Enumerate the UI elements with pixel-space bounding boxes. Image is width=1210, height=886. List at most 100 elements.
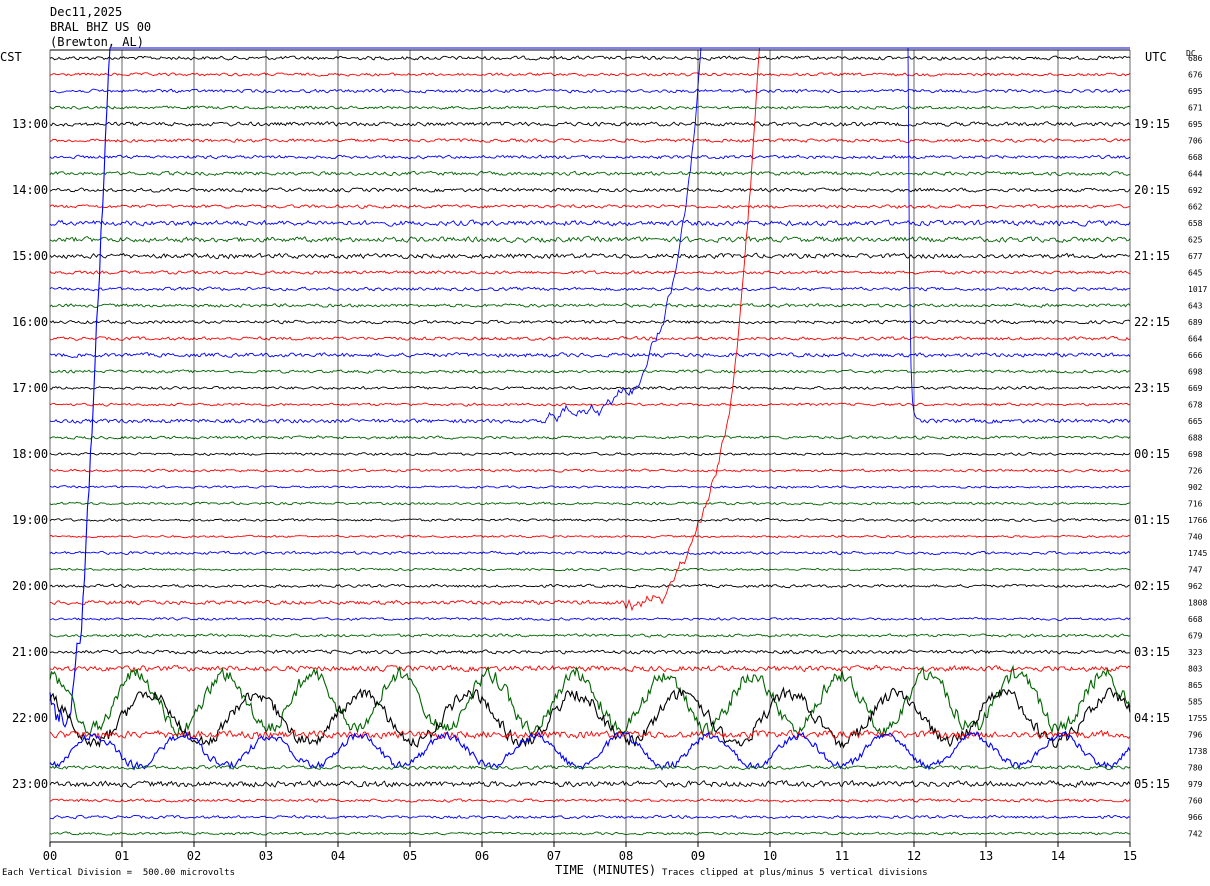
x-tick-label-13: 13 [979, 849, 993, 863]
trace-row-19 [49, 369, 1131, 374]
x-tick-label-02: 02 [187, 849, 201, 863]
station-location: (Brewton, AL) [50, 35, 144, 49]
x-tick-label-00: 00 [43, 849, 57, 863]
dc-offset-row-16: 689 [1188, 318, 1203, 327]
dc-offset-row-35: 679 [1188, 632, 1203, 641]
trace-row-43 [49, 764, 1131, 771]
trace-row-24 [49, 452, 1131, 457]
dc-offset-row-34: 668 [1188, 615, 1203, 624]
dc-offset-row-32: 962 [1188, 582, 1203, 591]
trace-row-35 [49, 633, 1131, 638]
right-hour-label-20:15: 20:15 [1134, 183, 1170, 197]
x-tick-label-11: 11 [835, 849, 849, 863]
trace-row-38 [49, 47, 1130, 728]
dc-offset-row-26: 902 [1188, 483, 1203, 492]
trace-row-41 [49, 729, 1131, 740]
trace-row-17 [49, 335, 1131, 341]
right-hour-label-00:15: 00:15 [1134, 447, 1170, 461]
trace-row-20 [49, 385, 1131, 391]
trace-row-1 [49, 72, 1131, 77]
trace-row-31 [49, 567, 1131, 572]
trace-row-2 [49, 88, 1131, 94]
dc-offset-row-12: 677 [1188, 252, 1203, 261]
trace-row-28 [49, 518, 1131, 522]
trace-row-18 [49, 352, 1131, 358]
left-hour-label-22:00: 22:00 [12, 711, 48, 725]
trace-row-21 [49, 402, 1131, 407]
trace-row-8 [49, 187, 1131, 193]
trace-row-45 [49, 798, 1131, 803]
x-tick-label-05: 05 [403, 849, 417, 863]
trace-row-25 [49, 468, 1131, 473]
dc-offset-row-33: 1808 [1188, 599, 1207, 608]
dc-offset-row-25: 726 [1188, 467, 1203, 476]
trace-row-16 [49, 319, 1131, 325]
dc-offset-row-42: 1738 [1188, 747, 1207, 756]
left-hour-label-21:00: 21:00 [12, 645, 48, 659]
dc-offset-row-37: 803 [1188, 665, 1203, 674]
x-tick-label-12: 12 [907, 849, 921, 863]
dc-offset-row-13: 645 [1188, 269, 1203, 278]
dc-offset-row-41: 796 [1188, 731, 1203, 740]
dc-offset-row-29: 740 [1188, 533, 1203, 542]
dc-offset-header: DC [1186, 49, 1196, 58]
dc-offset-row-3: 671 [1188, 104, 1203, 113]
dc-offset-row-4: 695 [1188, 120, 1203, 129]
dc-offset-row-28: 1766 [1188, 516, 1207, 525]
dc-offset-row-18: 666 [1188, 351, 1203, 360]
trace-row-12 [49, 252, 1131, 260]
right-hour-label-03:15: 03:15 [1134, 645, 1170, 659]
dc-offset-row-0: 686 [1188, 54, 1203, 63]
dc-offset-row-22: 665 [1188, 417, 1203, 426]
x-tick-label-01: 01 [115, 849, 129, 863]
trace-row-37 [49, 664, 1131, 673]
x-tick-label-09: 09 [691, 849, 705, 863]
left-hour-label-16:00: 16:00 [12, 315, 48, 329]
dc-offset-row-14: 1017 [1188, 285, 1207, 294]
left-hour-label-19:00: 19:00 [12, 513, 48, 527]
hour-labels: 13:00 19:15 14:00 20:15 15:00 21:15 16:00 22:15… [12, 117, 1170, 791]
dc-offset-row-46: 966 [1188, 813, 1203, 822]
trace-row-44 [49, 779, 1131, 789]
x-tick-label-15: 15 [1123, 849, 1137, 863]
dc-offset-row-1: 676 [1188, 71, 1203, 80]
trace-row-5 [49, 138, 1131, 143]
dc-offset-row-17: 664 [1188, 335, 1203, 344]
x-tick-label-14: 14 [1051, 849, 1065, 863]
dc-offset-row-2: 695 [1188, 87, 1203, 96]
trace-row-0 [49, 55, 1131, 61]
trace-row-22 [49, 47, 1131, 424]
trace-row-47 [49, 831, 1131, 836]
trace-row-40 [49, 686, 1131, 749]
dc-offset-row-47: 742 [1188, 830, 1203, 839]
trace-row-26 [49, 485, 1131, 489]
right-hour-label-23:15: 23:15 [1134, 381, 1170, 395]
left-hour-label-23:00: 23:00 [12, 777, 48, 791]
trace-row-10 [49, 219, 1131, 227]
dc-offset-row-21: 678 [1188, 401, 1203, 410]
x-axis: 00 01 02 03 04 05 06 07 08 09 10 11 12 13 14 15 [43, 842, 1137, 863]
trace-row-39 [49, 664, 1131, 739]
x-tick-label-07: 07 [547, 849, 561, 863]
dc-offset-row-5: 706 [1188, 137, 1203, 146]
right-hour-label-19:15: 19:15 [1134, 117, 1170, 131]
left-hour-label-18:00: 18:00 [12, 447, 48, 461]
dc-offset-row-11: 625 [1188, 236, 1203, 245]
right-hour-label-04:15: 04:15 [1134, 711, 1170, 725]
trace-row-15 [49, 303, 1131, 308]
trace-row-7 [49, 170, 1131, 177]
x-axis-title: TIME (MINUTES) [555, 863, 657, 877]
dc-offset-row-20: 669 [1188, 384, 1203, 393]
left-hour-label-17:00: 17:00 [12, 381, 48, 395]
dc-offset-row-23: 688 [1188, 434, 1203, 443]
trace-row-36 [49, 649, 1131, 655]
right-timezone-label: UTC [1145, 50, 1167, 64]
left-hour-label-13:00: 13:00 [12, 117, 48, 131]
dc-offset-row-9: 662 [1188, 203, 1203, 212]
plot-date: Dec11,2025 [50, 5, 123, 19]
dc-offset-row-27: 716 [1188, 500, 1203, 509]
x-tick-label-04: 04 [331, 849, 345, 863]
station-code: BRAL BHZ US 00 [50, 20, 152, 34]
dc-offset-row-15: 643 [1188, 302, 1203, 311]
